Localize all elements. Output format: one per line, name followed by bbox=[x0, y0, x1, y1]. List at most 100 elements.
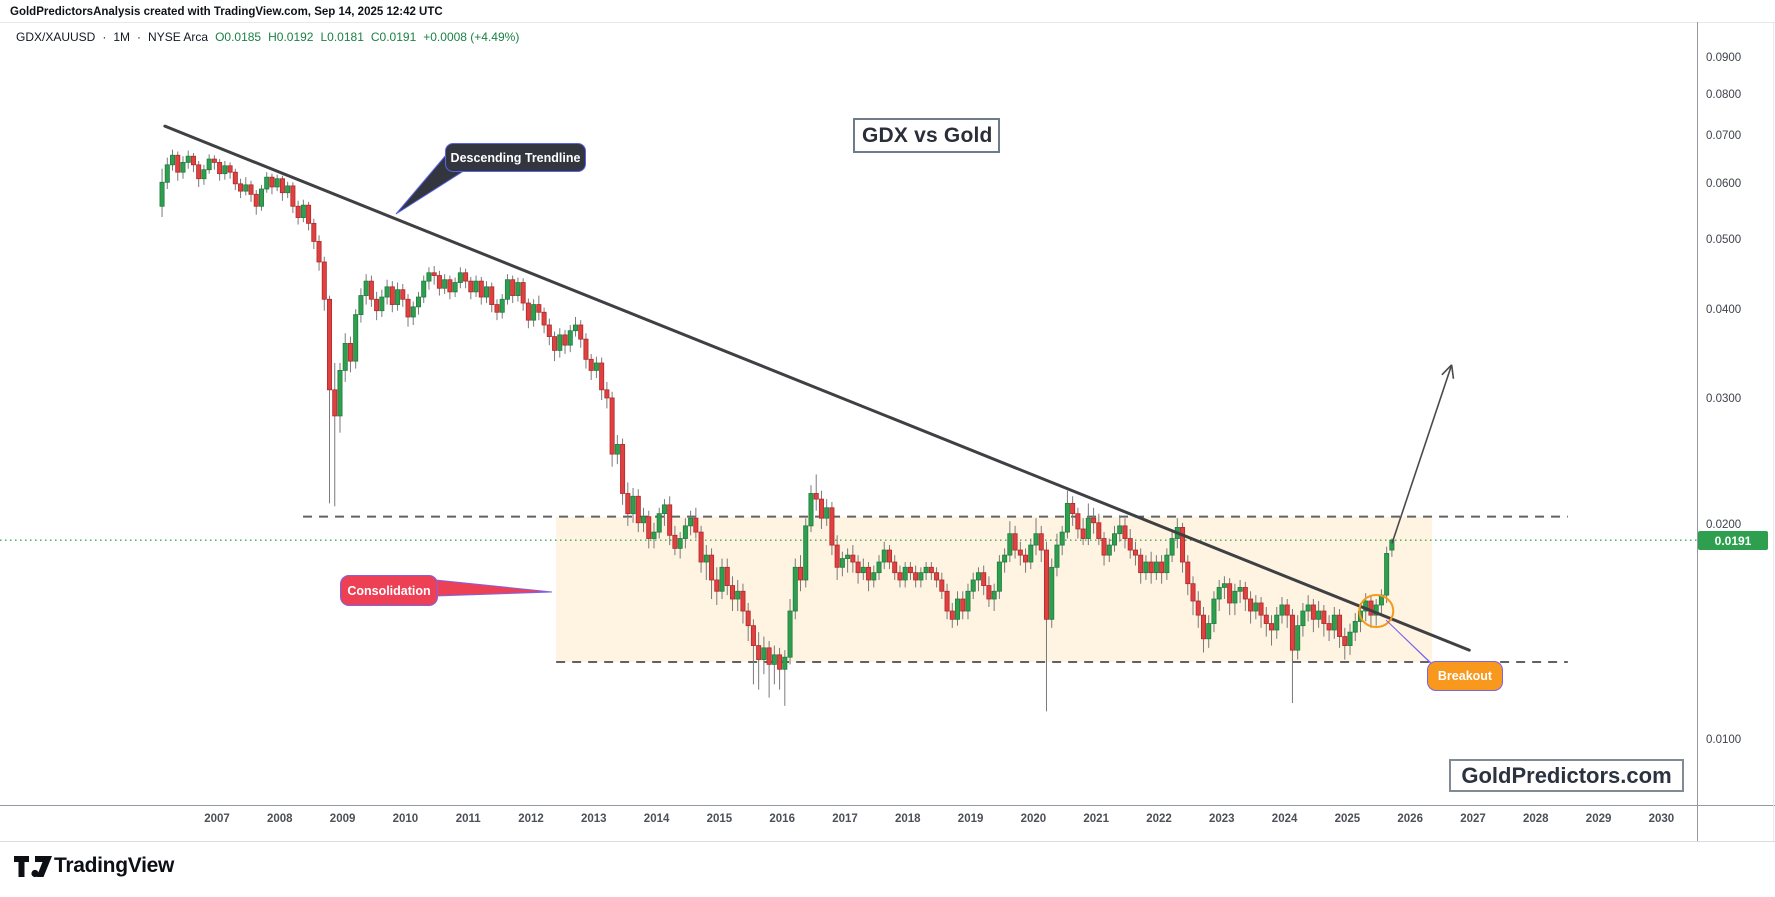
candle-body bbox=[1216, 587, 1222, 600]
candle-body bbox=[410, 306, 416, 318]
candle-body bbox=[1143, 561, 1149, 574]
candle-body bbox=[525, 302, 531, 321]
candle-body bbox=[426, 272, 432, 282]
candle-body bbox=[1122, 525, 1128, 539]
candle-body bbox=[269, 176, 275, 188]
candle-body bbox=[1169, 538, 1175, 556]
year-label: 2029 bbox=[1585, 813, 1612, 825]
candle-body bbox=[1070, 503, 1076, 515]
tradingview-brand-text[interactable]: TradingView bbox=[54, 854, 175, 877]
candle-body bbox=[347, 343, 353, 362]
year-label: 2023 bbox=[1209, 813, 1235, 825]
candle-body bbox=[1096, 522, 1102, 539]
candle-body bbox=[719, 566, 725, 592]
candle-body bbox=[866, 566, 872, 581]
candle-body bbox=[682, 525, 688, 539]
interval-label[interactable]: 1M bbox=[113, 30, 131, 44]
candle-body bbox=[902, 566, 908, 581]
candle-body bbox=[1284, 604, 1290, 616]
candle-body bbox=[1101, 538, 1107, 556]
candle-body bbox=[1159, 561, 1165, 574]
candle-body bbox=[871, 572, 877, 581]
candle-body bbox=[1389, 539, 1395, 551]
candle-body bbox=[777, 654, 783, 670]
price-tick-label: 0.0600 bbox=[1706, 177, 1742, 190]
candle-body bbox=[279, 178, 285, 194]
candle-body bbox=[761, 647, 767, 660]
candle-body bbox=[515, 282, 521, 296]
candle-body bbox=[1054, 544, 1060, 568]
price-tick-label: 0.0800 bbox=[1706, 88, 1742, 101]
candle-body bbox=[1300, 610, 1306, 627]
open-value: O0.0185 bbox=[215, 30, 262, 44]
price-chart-canvas[interactable] bbox=[0, 0, 1775, 845]
candle-body bbox=[1232, 590, 1238, 604]
candle-body bbox=[1337, 614, 1343, 637]
year-label: 2018 bbox=[895, 813, 921, 825]
candle-body bbox=[1384, 553, 1390, 596]
goldpredictors-watermark[interactable]: GoldPredictors.com bbox=[1449, 759, 1684, 792]
candle-body bbox=[750, 625, 756, 646]
candle-body bbox=[248, 184, 254, 195]
candle-body bbox=[672, 534, 678, 549]
candle-body bbox=[363, 280, 369, 296]
candle-body bbox=[1007, 533, 1013, 556]
candle-body bbox=[740, 590, 746, 612]
candle-body bbox=[206, 158, 212, 171]
year-label: 2011 bbox=[455, 813, 481, 825]
watermark-label: GoldPredictors.com bbox=[1461, 762, 1672, 788]
consolidation-callout-tail bbox=[435, 579, 553, 597]
tradingview-logo-icon[interactable] bbox=[13, 853, 53, 881]
symbol-name[interactable]: GDX/XAUUSD bbox=[16, 30, 96, 44]
candle-body bbox=[1321, 610, 1327, 624]
price-tick-label: 0.0900 bbox=[1706, 52, 1742, 64]
candle-body bbox=[965, 590, 971, 612]
candle-body bbox=[300, 204, 306, 218]
breakout-callout[interactable]: Breakout bbox=[1427, 661, 1503, 691]
candle-body bbox=[436, 275, 442, 289]
candle-body bbox=[531, 304, 537, 321]
candle-body bbox=[510, 279, 516, 296]
descending-trendline-callout[interactable]: Descending Trendline bbox=[445, 143, 586, 172]
candle-body bbox=[735, 590, 741, 600]
candle-body bbox=[1227, 583, 1233, 604]
candle-body bbox=[918, 572, 924, 581]
chart-title-box[interactable]: GDX vs Gold bbox=[853, 118, 1000, 153]
candle-body bbox=[400, 289, 406, 300]
price-tick-label: 0.0400 bbox=[1706, 303, 1742, 316]
chart-title: GDX vs Gold bbox=[862, 123, 993, 147]
year-label: 2024 bbox=[1271, 813, 1298, 825]
candle-body bbox=[384, 286, 390, 298]
year-label: 2008 bbox=[267, 813, 293, 825]
candle-body bbox=[656, 513, 662, 533]
candle-body bbox=[1185, 561, 1191, 585]
right-pane-border bbox=[1773, 22, 1774, 841]
candle-body bbox=[227, 165, 233, 173]
candle-body bbox=[405, 298, 411, 318]
candle-body bbox=[1190, 583, 1196, 602]
candle-body bbox=[311, 222, 317, 242]
candle-body bbox=[923, 566, 929, 574]
symbol-legend[interactable]: GDX/XAUUSD · 1M · NYSE Arca O0.0185 H0.0192 L0.… bbox=[16, 30, 526, 44]
candle-body bbox=[646, 516, 652, 539]
candle-body bbox=[562, 334, 568, 346]
candle-body bbox=[803, 525, 809, 581]
candle-body bbox=[808, 493, 814, 527]
candle-body bbox=[253, 193, 259, 207]
candle-body bbox=[190, 155, 196, 166]
year-label: 2010 bbox=[392, 813, 419, 825]
candle-body bbox=[1206, 623, 1212, 640]
candle-body bbox=[1200, 614, 1206, 640]
candle-body bbox=[536, 304, 542, 313]
candle-body bbox=[620, 444, 626, 494]
candle-body bbox=[635, 495, 641, 524]
year-label: 2014 bbox=[643, 813, 670, 825]
candle-body bbox=[306, 204, 312, 224]
candle-body bbox=[1263, 614, 1269, 624]
consolidation-callout[interactable]: Consolidation bbox=[340, 575, 438, 606]
candle-body bbox=[641, 516, 647, 524]
candle-body bbox=[928, 566, 934, 574]
year-label: 2009 bbox=[329, 813, 356, 825]
candle-body bbox=[258, 188, 264, 207]
change-value: +0.0008 (+4.49%) bbox=[423, 30, 520, 44]
